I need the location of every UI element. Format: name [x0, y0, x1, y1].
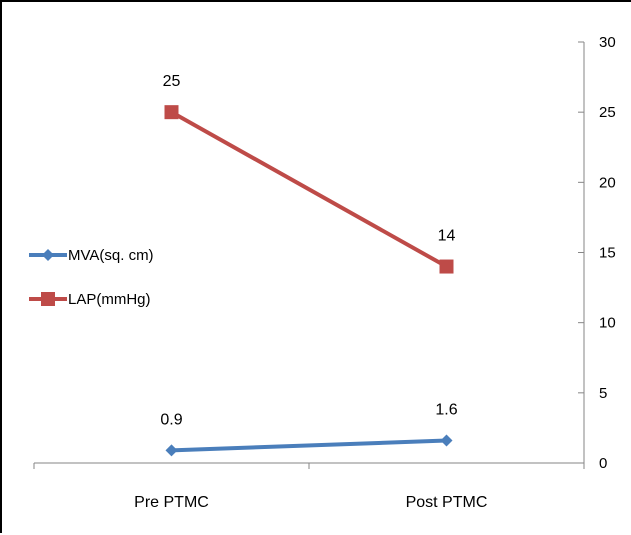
data-point-mva	[165, 444, 178, 457]
data-label-lap: 25	[163, 73, 181, 90]
y-tick-label: 10	[599, 315, 616, 332]
x-tick-label: Pre PTMC	[134, 494, 209, 511]
axes: Pre PTMC Post PTMC 0 5 10 15 20 25 30	[33, 34, 616, 511]
y-tick-label: 15	[599, 245, 616, 262]
legend: MVA(sq. cm) LAP(mmHg)	[29, 247, 154, 308]
y-tick-label: 0	[599, 455, 607, 472]
legend-label-mva: MVA(sq. cm)	[68, 247, 154, 264]
data-label-lap: 14	[438, 228, 456, 245]
y-tick-label: 20	[599, 174, 616, 191]
legend-label-lap: LAP(mmHg)	[68, 291, 151, 308]
data-point-mva	[440, 434, 453, 447]
y-tick-label: 30	[599, 34, 616, 51]
series-group	[164, 105, 454, 457]
x-tick-label: Post PTMC	[406, 494, 488, 511]
y-tick-label: 5	[599, 385, 607, 402]
data-point-lap	[164, 105, 179, 120]
legend-marker-mva	[42, 249, 54, 261]
data-point-lap	[439, 259, 454, 274]
y-tick-label: 25	[599, 104, 616, 121]
series-line-mva	[171, 438, 447, 453]
data-labels: 0.9 1.6 25 14	[160, 73, 457, 428]
data-label-mva: 0.9	[160, 411, 182, 428]
data-label-mva: 1.6	[435, 402, 457, 419]
series-line-lap	[170, 110, 448, 269]
legend-marker-lap	[41, 292, 55, 306]
